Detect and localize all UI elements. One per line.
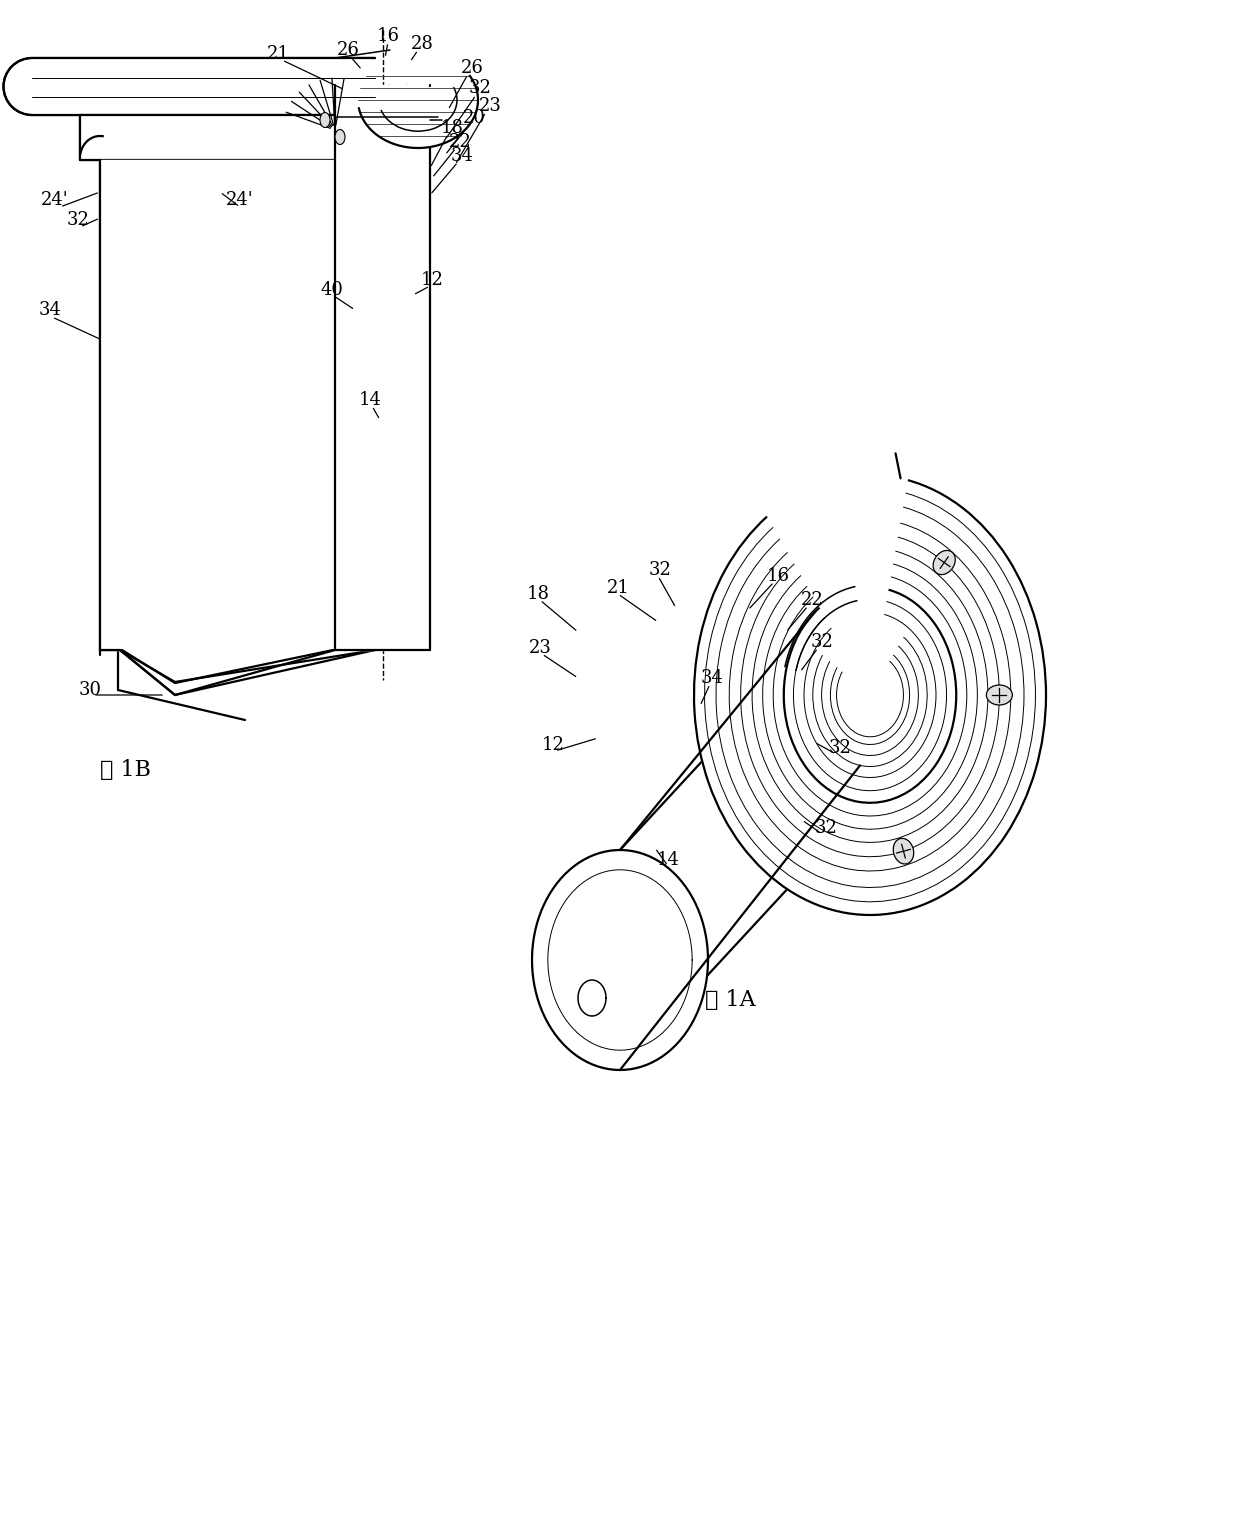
Text: 24': 24' — [226, 191, 254, 209]
Polygon shape — [32, 58, 370, 114]
Text: 32: 32 — [67, 211, 89, 229]
Text: 32: 32 — [469, 79, 491, 98]
Text: 23: 23 — [528, 639, 552, 658]
Text: 18: 18 — [527, 584, 549, 603]
Text: 23: 23 — [479, 98, 501, 114]
Text: 16: 16 — [377, 27, 399, 44]
Ellipse shape — [320, 113, 330, 128]
Ellipse shape — [893, 838, 914, 864]
Text: 12: 12 — [542, 736, 564, 754]
Polygon shape — [100, 160, 335, 650]
Polygon shape — [358, 76, 477, 148]
Polygon shape — [81, 114, 374, 160]
Text: 24': 24' — [41, 191, 68, 209]
Text: 26: 26 — [336, 41, 360, 60]
Text: 16: 16 — [766, 568, 790, 584]
Text: 22: 22 — [801, 591, 823, 609]
Text: 30: 30 — [78, 681, 102, 699]
Text: 32: 32 — [815, 819, 837, 836]
Text: 32: 32 — [811, 633, 833, 652]
Text: 21: 21 — [267, 44, 289, 63]
Text: 图 1B: 图 1B — [99, 758, 150, 781]
Text: 34: 34 — [701, 668, 723, 687]
Text: 40: 40 — [321, 281, 343, 299]
Ellipse shape — [335, 130, 345, 145]
Text: 22: 22 — [449, 133, 471, 151]
Text: 图 1A: 图 1A — [704, 989, 755, 1012]
Text: 26: 26 — [460, 60, 484, 76]
Ellipse shape — [986, 685, 1012, 705]
Text: 14: 14 — [358, 391, 382, 409]
Polygon shape — [694, 475, 1047, 916]
Text: 28: 28 — [410, 35, 434, 53]
Text: 32: 32 — [828, 739, 852, 757]
Text: 32: 32 — [649, 562, 671, 578]
Text: 34: 34 — [450, 146, 474, 165]
Text: 14: 14 — [656, 852, 680, 868]
Text: 34: 34 — [38, 301, 62, 319]
Text: 20: 20 — [463, 108, 485, 127]
Polygon shape — [335, 85, 430, 650]
Polygon shape — [100, 160, 335, 650]
Text: 18: 18 — [440, 119, 464, 137]
Polygon shape — [532, 850, 708, 1070]
Ellipse shape — [934, 551, 955, 575]
Text: 21: 21 — [606, 578, 630, 597]
Text: 12: 12 — [420, 272, 444, 288]
